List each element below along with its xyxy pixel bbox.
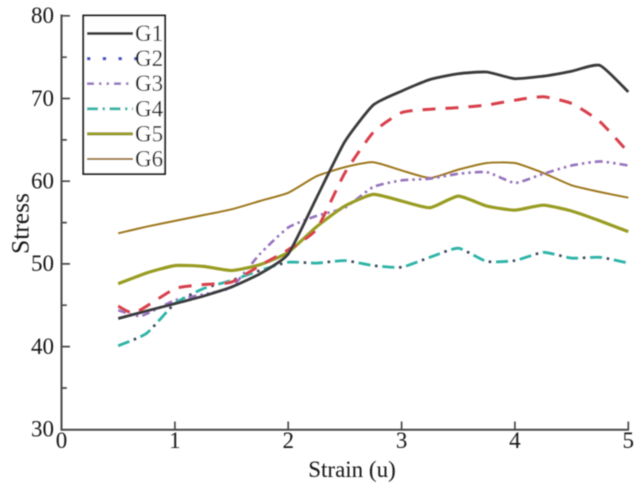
svg-text:4: 4 bbox=[509, 428, 521, 453]
svg-text:2: 2 bbox=[282, 428, 294, 453]
svg-text:40: 40 bbox=[31, 334, 54, 359]
svg-text:0: 0 bbox=[56, 428, 68, 453]
svg-text:G2: G2 bbox=[135, 46, 163, 71]
svg-text:G6: G6 bbox=[135, 147, 163, 172]
svg-text:Stress: Stress bbox=[6, 193, 35, 254]
svg-text:G4: G4 bbox=[135, 96, 164, 121]
svg-text:1: 1 bbox=[169, 428, 181, 453]
svg-text:3: 3 bbox=[396, 428, 408, 453]
svg-text:60: 60 bbox=[31, 169, 54, 194]
svg-text:G1: G1 bbox=[135, 21, 163, 46]
svg-text:5: 5 bbox=[623, 428, 635, 453]
svg-text:Strain (u): Strain (u) bbox=[308, 457, 396, 482]
svg-text:30: 30 bbox=[31, 417, 54, 442]
svg-text:G3: G3 bbox=[135, 71, 163, 96]
svg-text:G5: G5 bbox=[135, 121, 163, 146]
svg-text:50: 50 bbox=[31, 251, 54, 276]
svg-text:70: 70 bbox=[31, 86, 54, 111]
svg-text:80: 80 bbox=[31, 3, 54, 28]
